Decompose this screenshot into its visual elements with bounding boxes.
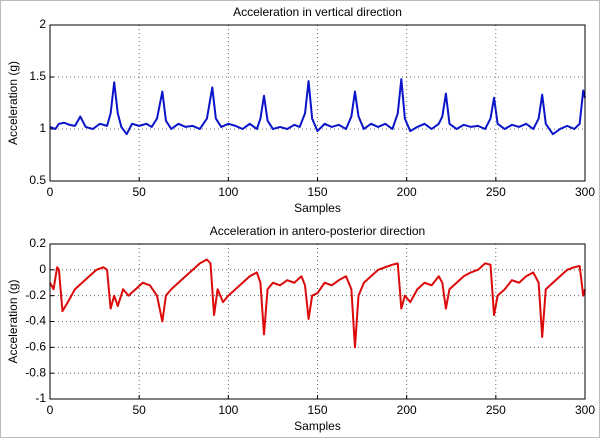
x-tick-label: 250 xyxy=(486,185,506,199)
y-tick-label: 1 xyxy=(39,121,46,135)
y-axis-label: Acceleration (g) xyxy=(6,279,20,363)
axes-frame xyxy=(49,243,586,400)
y-axis-label: Acceleration (g) xyxy=(6,61,20,145)
x-axis-label: Samples xyxy=(294,419,341,433)
axes-frame xyxy=(49,24,586,182)
x-tick-label: 150 xyxy=(307,185,327,199)
x-tick-label: 300 xyxy=(575,185,595,199)
x-axis-label: Samples xyxy=(294,201,341,215)
data-line xyxy=(49,258,586,349)
x-tick-label: 0 xyxy=(47,403,54,417)
x-tick-label: 0 xyxy=(47,185,54,199)
y-tick-label: 0.5 xyxy=(29,173,46,187)
plot-area xyxy=(50,25,585,181)
y-tick-label: -0.4 xyxy=(25,314,46,328)
y-tick-label: 2 xyxy=(39,17,46,31)
y-tick-label: 0 xyxy=(39,262,46,276)
y-tick-label: -0.8 xyxy=(25,365,46,379)
x-tick-label: 50 xyxy=(132,185,146,199)
y-tick-label: 0.2 xyxy=(29,236,46,250)
x-tick-label: 100 xyxy=(218,403,238,417)
x-tick-label: 300 xyxy=(575,403,595,417)
x-tick-label: 200 xyxy=(397,403,417,417)
chart-title: Acceleration in vertical direction xyxy=(233,5,402,19)
x-tick-label: 200 xyxy=(397,185,417,199)
x-tick-label: 100 xyxy=(218,185,238,199)
data-line xyxy=(49,78,586,136)
y-tick-label: -0.2 xyxy=(25,288,46,302)
plot-area xyxy=(50,244,585,399)
chart-title: Acceleration in antero-posterior directi… xyxy=(210,224,425,238)
x-tick-label: 150 xyxy=(307,403,327,417)
y-tick-label: -0.6 xyxy=(25,340,46,354)
y-tick-label: 1.5 xyxy=(29,69,46,83)
y-tick-label: -1 xyxy=(35,391,46,405)
x-tick-label: 50 xyxy=(132,403,146,417)
x-tick-label: 250 xyxy=(486,403,506,417)
